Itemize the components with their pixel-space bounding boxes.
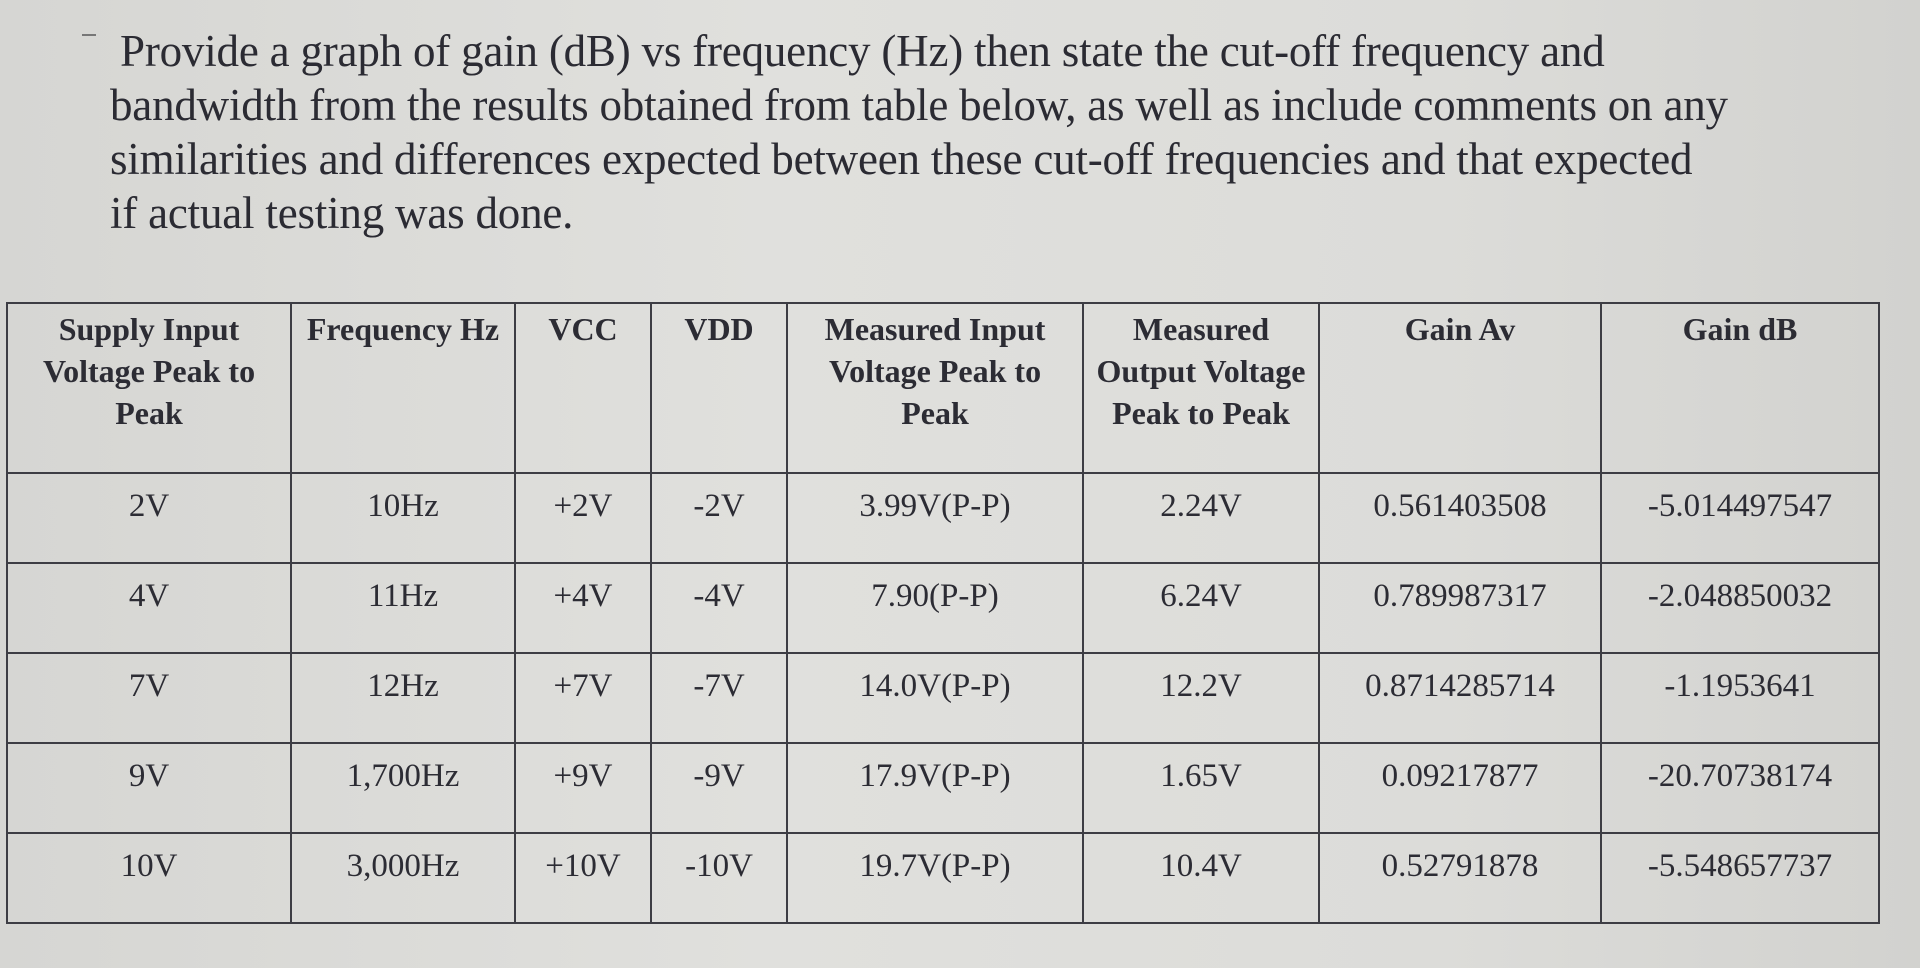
cell-frequency: 3,000Hz [290, 832, 516, 924]
cell-gain-av: 0.789987317 [1318, 562, 1602, 654]
cell-gain-db: -5.548657737 [1600, 832, 1880, 924]
header-supply-input-voltage: Supply Input Voltage Peak to Peak [6, 302, 292, 474]
cell-vcc: +7V [514, 652, 652, 744]
cell-frequency: 11Hz [290, 562, 516, 654]
dash-mark [82, 34, 96, 36]
header-vdd: VDD [650, 302, 788, 474]
cell-input-voltage: 19.7V(P-P) [786, 832, 1084, 924]
question-line: if actual testing was done. [110, 188, 574, 238]
cell-gain-db: -20.70738174 [1600, 742, 1880, 834]
question-line: bandwidth from the results obtained from… [110, 80, 1728, 130]
cell-vdd: -9V [650, 742, 788, 834]
table-row: 2V 10Hz +2V -2V 3.99V(P-P) 2.24V 0.56140… [6, 472, 1880, 564]
cell-output-voltage: 10.4V [1082, 832, 1320, 924]
question-text: Provide a graph of gain (dB) vs frequenc… [110, 24, 1810, 240]
header-vcc: VCC [514, 302, 652, 474]
cell-vdd: -7V [650, 652, 788, 744]
cell-gain-db: -2.048850032 [1600, 562, 1880, 654]
cell-vdd: -10V [650, 832, 788, 924]
cell-vcc: +10V [514, 832, 652, 924]
table-row: 9V 1,700Hz +9V -9V 17.9V(P-P) 1.65V 0.09… [6, 742, 1880, 834]
cell-output-voltage: 6.24V [1082, 562, 1320, 654]
cell-gain-av: 0.561403508 [1318, 472, 1602, 564]
cell-vdd: -4V [650, 562, 788, 654]
cell-frequency: 10Hz [290, 472, 516, 564]
cell-output-voltage: 2.24V [1082, 472, 1320, 564]
cell-gain-av: 0.09217877 [1318, 742, 1602, 834]
cell-gain-av: 0.52791878 [1318, 832, 1602, 924]
cell-gain-db: -1.1953641 [1600, 652, 1880, 744]
table-row: 7V 12Hz +7V -7V 14.0V(P-P) 12.2V 0.87142… [6, 652, 1880, 744]
cell-gain-db: -5.014497547 [1600, 472, 1880, 564]
cell-input-voltage: 17.9V(P-P) [786, 742, 1084, 834]
cell-input-voltage: 7.90(P-P) [786, 562, 1084, 654]
cell-gain-av: 0.8714285714 [1318, 652, 1602, 744]
header-gain-av: Gain Av [1318, 302, 1602, 474]
cell-supply-voltage: 7V [6, 652, 292, 744]
question-line: similarities and differences expected be… [110, 134, 1693, 184]
cell-output-voltage: 1.65V [1082, 742, 1320, 834]
cell-supply-voltage: 2V [6, 472, 292, 564]
cell-input-voltage: 14.0V(P-P) [786, 652, 1084, 744]
table-header-row: Supply Input Voltage Peak to Peak Freque… [6, 302, 1880, 474]
header-measured-output-voltage: Measured Output Voltage Peak to Peak [1082, 302, 1320, 474]
header-gain-db: Gain dB [1600, 302, 1880, 474]
cell-supply-voltage: 10V [6, 832, 292, 924]
cell-vdd: -2V [650, 472, 788, 564]
cell-vcc: +2V [514, 472, 652, 564]
cell-supply-voltage: 9V [6, 742, 292, 834]
cell-output-voltage: 12.2V [1082, 652, 1320, 744]
header-measured-input-voltage: Measured Input Voltage Peak to Peak [786, 302, 1084, 474]
cell-input-voltage: 3.99V(P-P) [786, 472, 1084, 564]
header-frequency: Frequency Hz [290, 302, 516, 474]
cell-vcc: +4V [514, 562, 652, 654]
cell-supply-voltage: 4V [6, 562, 292, 654]
results-table: Supply Input Voltage Peak to Peak Freque… [6, 302, 1880, 924]
table-row: 4V 11Hz +4V -4V 7.90(P-P) 6.24V 0.789987… [6, 562, 1880, 654]
cell-vcc: +9V [514, 742, 652, 834]
cell-frequency: 1,700Hz [290, 742, 516, 834]
question-line: Provide a graph of gain (dB) vs frequenc… [120, 26, 1605, 76]
table-row: 10V 3,000Hz +10V -10V 19.7V(P-P) 10.4V 0… [6, 832, 1880, 924]
cell-frequency: 12Hz [290, 652, 516, 744]
